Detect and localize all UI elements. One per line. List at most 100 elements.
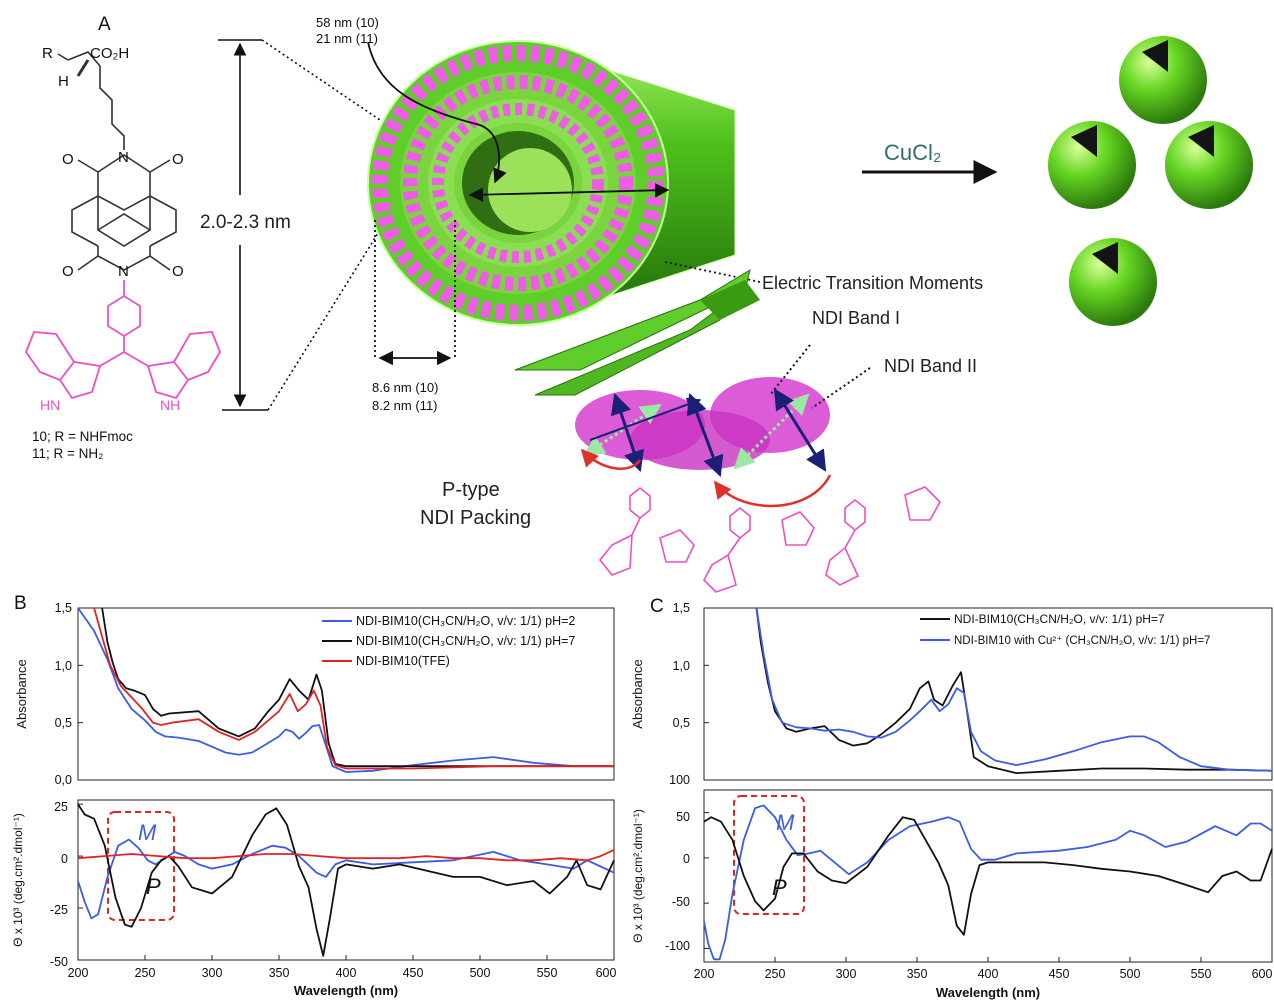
panel-label-c: C (650, 596, 664, 617)
cucl2-label: CuCl₂ (884, 140, 941, 165)
x-axis-title: Wavelength (nm) (294, 983, 398, 998)
chem-hn: HN (40, 397, 60, 413)
legend-item: NDI-BIM10 with Cu²⁺ (CH₃CN/H₂O, v/v: 1/1… (954, 635, 1210, 647)
legend-item: NDI-BIM10(TFE) (356, 654, 450, 668)
y-tick-label: 0,5 (673, 716, 690, 730)
chart-b-top: 1,5 1,0 0,5 0,0 Absorbance NDI-BIM10(CH₃… (14, 601, 615, 787)
nanospheres (1048, 36, 1253, 326)
chem-o-3: O (62, 263, 74, 280)
outer-dim-label-1: 58 nm (10) (316, 15, 379, 30)
packing-label-2: NDI Packing (420, 507, 531, 529)
series-line-2 (703, 816, 1273, 936)
chart-c-bottom-xticks: 200 250 300 350 400 450 500 550 600 (694, 967, 1273, 981)
x-tick-label: 250 (765, 967, 786, 981)
y-tick-label: 0,5 (55, 716, 72, 730)
y-tick-label: 100 (669, 773, 690, 787)
legend-item: NDI-BIM10(CH₃CN/H₂O, v/v: 1/1) pH=7 (356, 634, 575, 648)
chem-r: R (42, 45, 53, 62)
legend: NDI-BIM10(CH₃CN/H₂O, v/v: 1/1) pH=7 NDI-… (920, 612, 1210, 647)
x-tick-label: 550 (537, 966, 558, 980)
y-tick-label: 0 (683, 852, 690, 866)
chart-c-top-yticks: 1,5 1,0 0,5 100 (669, 601, 690, 787)
chart-c-bottom: 50 0 -50 -100 200 250 300 350 400 450 50… (631, 789, 1273, 1000)
x-tick-label: 450 (403, 966, 424, 980)
x-tick-label: 300 (836, 967, 857, 981)
compound-10-label: 10; R = NHFmoc (32, 429, 133, 444)
series-line-1 (703, 804, 1273, 961)
chem-o-1: O (62, 151, 74, 168)
legend: NDI-BIM10(CH₃CN/H₂O, v/v: 1/1) pH=2 NDI-… (322, 614, 575, 668)
inner-dim-label-1: 8.6 nm (10) (372, 380, 438, 395)
highlight-box (733, 795, 805, 915)
y-tick-label: 1,5 (673, 601, 690, 615)
x-axis-title: Wavelength (nm) (936, 985, 1040, 1000)
packing-illustration (514, 268, 941, 593)
y-tick-label: 25 (54, 800, 68, 814)
chart-b-bottom: 25 0 -25 -50 200 250 300 350 400 450 500… (11, 799, 617, 998)
inner-dim-label-2: 8.2 nm (11) (372, 398, 438, 413)
chem-labels: R CO₂H H O N O O N O (42, 45, 184, 280)
chart-c-bottom-yticks: 50 0 -50 -100 (665, 810, 690, 953)
y-tick-label: 0 (61, 852, 68, 866)
chem-nh: NH (160, 397, 180, 413)
chem-o-2: O (172, 151, 184, 168)
y-tick-label: -50 (50, 955, 68, 969)
x-tick-label: 350 (907, 967, 928, 981)
nanotube-illustration (367, 40, 736, 326)
y-tick-label: -50 (672, 895, 690, 909)
series-line-2 (755, 607, 1273, 772)
y-tick-label: 1,0 (55, 659, 72, 673)
x-tick-label: 200 (68, 966, 89, 980)
panel-label-a: A (98, 14, 111, 35)
y-tick-label: 50 (676, 810, 690, 824)
chart-b-bottom-yticks: 25 0 -25 -50 (50, 800, 68, 969)
x-tick-label: 200 (694, 967, 715, 981)
series-line-3 (93, 607, 614, 770)
y-tick-label: 0,0 (55, 773, 72, 787)
annotation-m: M (138, 820, 157, 845)
band2-label: NDI Band II (884, 356, 977, 376)
legend-item: NDI-BIM10(CH₃CN/H₂O, v/v: 1/1) pH=2 (356, 614, 575, 628)
chem-n-2: N (118, 263, 129, 280)
y-tick-label: -100 (665, 939, 690, 953)
x-tick-label: 550 (1191, 967, 1212, 981)
panel-label-b: B (14, 593, 27, 614)
y-tick-label: -25 (50, 903, 68, 917)
x-tick-label: 250 (135, 966, 156, 980)
x-tick-label: 600 (1252, 967, 1273, 981)
x-tick-label: 500 (1120, 967, 1141, 981)
x-tick-label: 500 (470, 966, 491, 980)
y-axis-title: Absorbance (14, 659, 29, 728)
legend-item: NDI-BIM10(CH₃CN/H₂O, v/v: 1/1) pH=7 (954, 612, 1165, 626)
x-tick-label: 400 (336, 966, 357, 980)
chemical-structure (57, 51, 177, 271)
x-tick-label: 300 (202, 966, 223, 980)
y-axis-title: Θ x 10³ (deg.cm².dmol⁻¹) (631, 809, 645, 943)
chem-o-4: O (172, 263, 184, 280)
series-line-1 (755, 607, 1273, 774)
width-dimension (218, 39, 381, 411)
bis-indole-unit (24, 280, 222, 400)
chem-n-1: N (118, 149, 129, 166)
outer-dim-label-2: 21 nm (11) (316, 31, 378, 46)
width-label: 2.0-2.3 nm (200, 212, 291, 233)
chem-co2h: CO₂H (90, 45, 129, 62)
y-axis-title: Absorbance (630, 659, 645, 728)
chart-c-top: 1,5 1,0 0,5 100 Absorbance NDI-BIM10(CH₃… (630, 601, 1273, 787)
y-tick-label: 1,0 (673, 659, 690, 673)
series-line-1 (77, 607, 614, 773)
series-line-1 (77, 838, 615, 920)
etm-label: Electric Transition Moments (762, 273, 983, 293)
band1-label: NDI Band I (812, 308, 900, 328)
chart-b-top-yticks: 1,5 1,0 0,5 0,0 (55, 601, 72, 787)
packing-label-1: P-type (442, 479, 500, 501)
compound-11-label: 11; R = NH₂ (32, 446, 103, 461)
highlight-box (107, 811, 175, 921)
chem-h: H (58, 73, 69, 90)
chart-b-bottom-xticks: 200 250 300 350 400 450 500 550 600 (68, 966, 617, 980)
series-line-3 (77, 849, 615, 862)
x-tick-label: 350 (269, 966, 290, 980)
annotation-m: M (776, 810, 795, 835)
series-line-2 (77, 803, 615, 957)
